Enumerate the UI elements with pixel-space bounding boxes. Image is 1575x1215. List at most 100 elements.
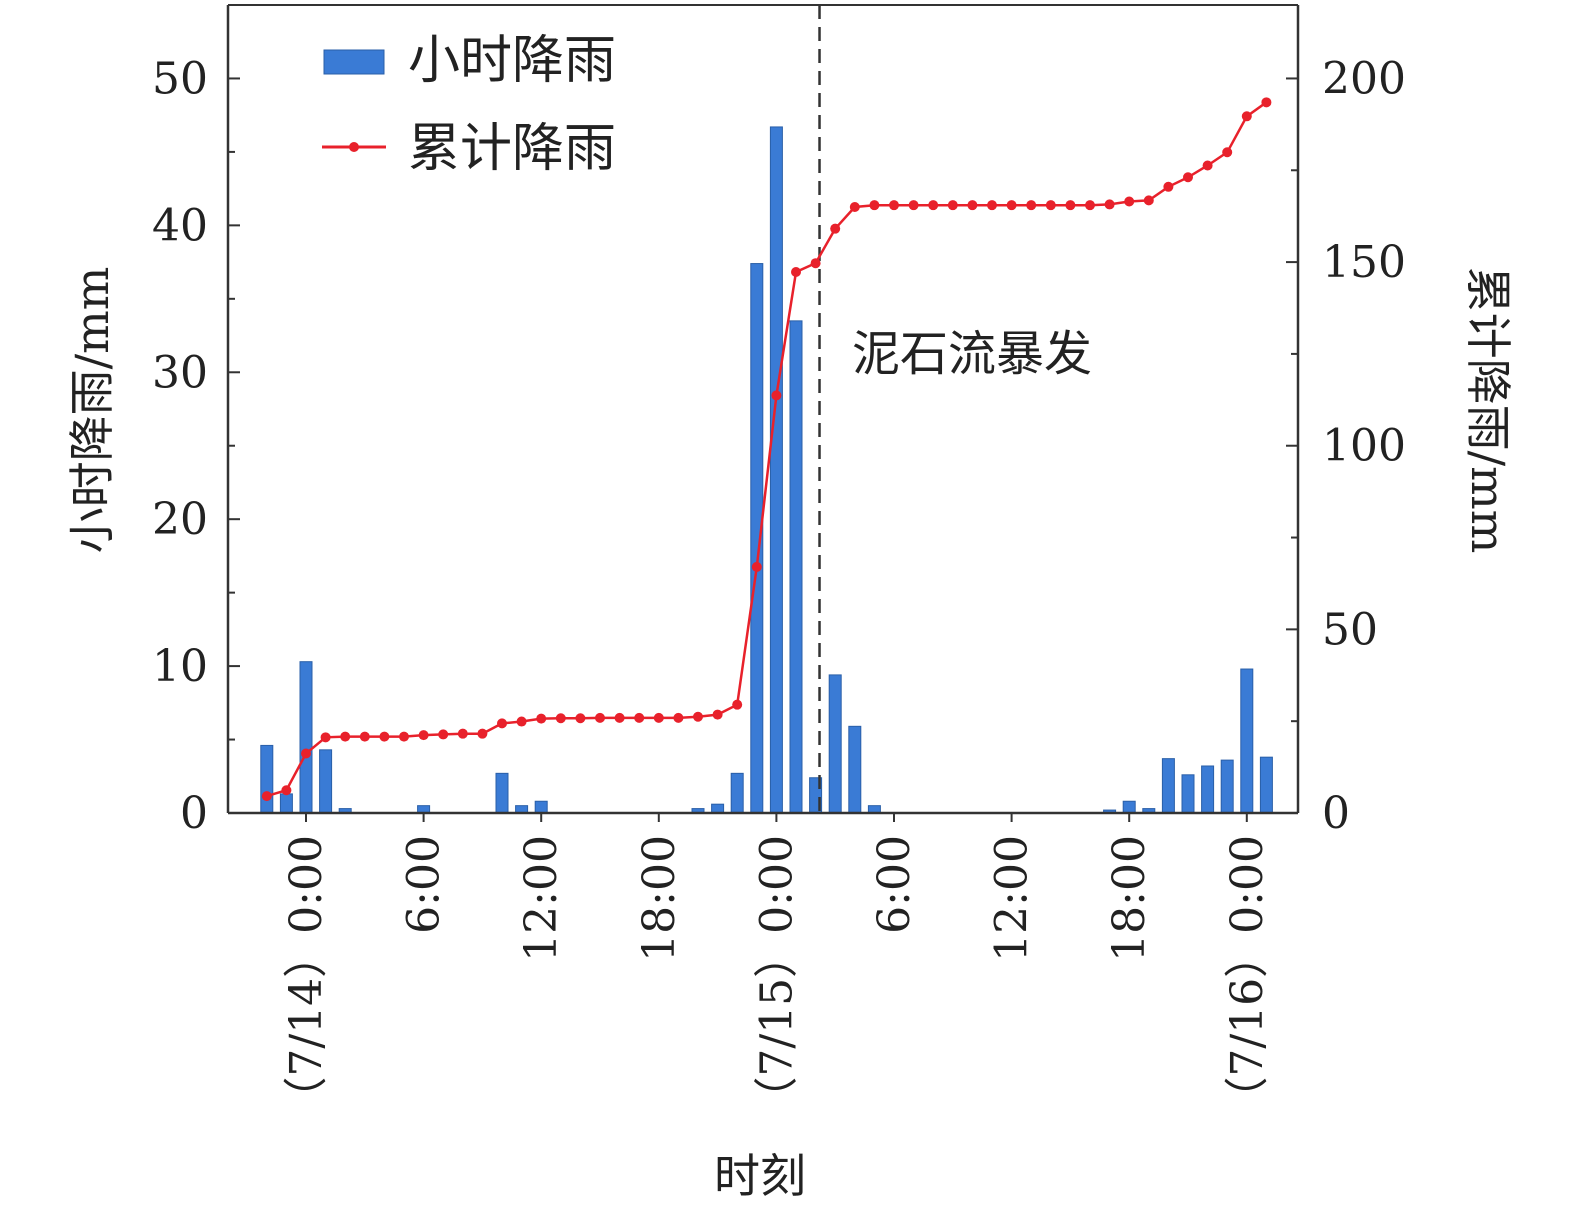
cumulative-point — [1045, 200, 1056, 211]
cumulative-point — [379, 731, 390, 742]
left-tick-label: 10 — [152, 641, 208, 692]
x-tick-label: 6:00 — [869, 835, 920, 934]
bar — [1122, 800, 1136, 814]
bar — [711, 803, 725, 814]
cumulative-point — [771, 390, 782, 401]
cumulative-point — [359, 731, 370, 742]
cumulative-point — [693, 711, 703, 722]
cumulative-point — [947, 200, 958, 211]
debris-flow-annotation: 泥石流暴发 — [852, 326, 1092, 382]
cumulative-point — [869, 200, 880, 211]
x-tick-label: （7/16）0:00 — [1222, 835, 1273, 1121]
right-tick-label: 50 — [1322, 604, 1378, 655]
cumulative-point — [1202, 160, 1213, 171]
left-tick-label: 30 — [152, 347, 208, 398]
cumulative-point — [477, 728, 488, 739]
cumulative-point — [536, 713, 547, 724]
cumulative-rain-line — [266, 101, 1268, 798]
bar — [1201, 765, 1215, 814]
bar — [789, 320, 803, 814]
x-tick-label: （7/15）0:00 — [751, 835, 802, 1121]
bar — [1259, 756, 1273, 814]
left-y-axis-title: 小时降雨/mm — [65, 267, 119, 554]
left-tick-label: 40 — [152, 200, 208, 251]
x-tick-label: （7/14）0:00 — [281, 835, 332, 1121]
left-y-axis-ticks: 0 10 20 30 40 50 — [152, 4, 240, 839]
right-tick-label: 0 — [1322, 788, 1350, 839]
cumulative-point — [1241, 111, 1252, 122]
left-tick-label: 20 — [152, 494, 208, 545]
legend-swatch-hourly-rain — [323, 49, 385, 75]
x-tick-label: 18:00 — [1104, 835, 1155, 962]
cumulative-point — [751, 561, 762, 572]
cumulative-point — [967, 200, 978, 211]
cumulative-point — [595, 712, 605, 723]
cumulative-point — [1143, 195, 1154, 206]
cumulative-rain-series — [261, 97, 1272, 802]
x-tick-label: 18:00 — [634, 835, 685, 962]
x-tick-label: 12:00 — [516, 835, 567, 962]
cumulative-point — [457, 728, 468, 739]
cumulative-point — [340, 731, 351, 742]
cumulative-point — [849, 202, 860, 212]
cumulative-point — [261, 791, 272, 802]
cumulative-point — [555, 713, 566, 724]
cumulative-point — [1261, 97, 1272, 108]
cumulative-point — [1006, 200, 1017, 211]
bar — [848, 725, 862, 814]
cumulative-point — [1026, 200, 1037, 211]
cumulative-point — [810, 258, 821, 269]
x-axis-ticks: （7/14）0:00 6:00 12:00 18:00 （7/15）0:00 6:00 12… — [281, 813, 1273, 1121]
cumulative-point — [399, 731, 409, 742]
bar — [534, 800, 548, 814]
cumulative-point — [732, 699, 743, 710]
left-tick-label: 0 — [180, 788, 208, 839]
bar — [1240, 668, 1254, 814]
x-tick-label: 12:00 — [987, 835, 1038, 962]
x-tick-label: 6:00 — [399, 835, 450, 934]
cumulative-point — [987, 200, 997, 211]
bar — [260, 744, 274, 814]
right-tick-label: 150 — [1322, 237, 1406, 288]
hourly-rain-bars — [260, 126, 1273, 814]
cumulative-point — [928, 200, 939, 211]
legend-swatch-cumulative-marker — [349, 142, 359, 152]
cumulative-point — [673, 712, 684, 723]
right-tick-label: 200 — [1322, 53, 1406, 104]
axes — [226, 4, 1300, 815]
cumulative-point — [497, 718, 507, 729]
cumulative-point — [1085, 200, 1095, 211]
bar — [828, 674, 842, 814]
bar — [495, 772, 509, 814]
cumulative-point — [1222, 147, 1233, 158]
cumulative-point — [830, 223, 841, 234]
cumulative-point — [1163, 181, 1174, 192]
cumulative-point — [889, 200, 899, 211]
cumulative-point — [791, 267, 801, 278]
legend-label-hourly-rain: 小时降雨 — [408, 31, 616, 91]
right-y-axis-title: 累计降雨/mm — [1461, 267, 1515, 554]
right-y-axis-ticks: 0 50 100 150 200 — [1286, 53, 1406, 839]
cumulative-point — [301, 748, 311, 759]
bar — [730, 772, 744, 814]
cumulative-point — [1124, 196, 1135, 207]
legend: 小时降雨 累计降雨 — [322, 31, 616, 179]
cumulative-point — [418, 730, 429, 741]
cumulative-point — [516, 716, 527, 727]
cumulative-point — [614, 712, 625, 723]
left-tick-label: 50 — [152, 53, 208, 104]
cumulative-point — [712, 709, 723, 720]
cumulative-point — [320, 732, 331, 743]
cumulative-point — [438, 729, 449, 740]
x-axis-title: 时刻 — [714, 1149, 806, 1203]
bar — [1220, 759, 1234, 814]
bar — [769, 126, 783, 814]
right-tick-label: 100 — [1322, 421, 1406, 472]
bar — [319, 749, 333, 814]
cumulative-point — [1065, 200, 1076, 211]
cumulative-point — [634, 712, 645, 723]
legend-label-cumulative-rain: 累计降雨 — [408, 119, 616, 179]
cumulative-point — [653, 712, 664, 723]
bar — [279, 793, 293, 814]
